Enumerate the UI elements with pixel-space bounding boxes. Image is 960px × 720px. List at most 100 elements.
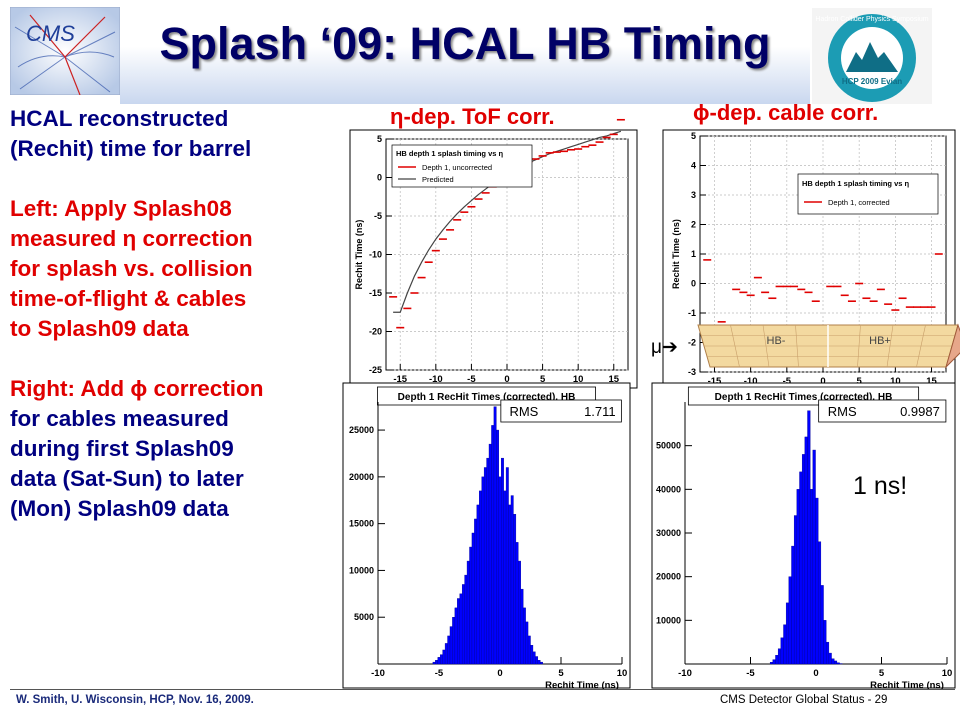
text-line: for splash vs. collision [10,256,253,281]
x-tick-label: 10 [942,668,953,679]
legend-label: Depth 1, corrected [828,198,890,207]
histogram-bar [801,454,806,665]
histogram-bar [815,497,819,665]
histogram-bar [525,621,529,665]
histogram-bar [780,637,784,665]
stats-value: 1.711 [584,404,616,419]
histogram-bar [785,602,790,665]
histogram-bar [820,585,824,665]
y-tick-label: 25000 [349,425,374,435]
chart-title: HB depth 1 splash timing vs η [396,149,504,158]
histogram-bar [457,598,460,665]
histogram-bar [444,643,448,665]
hb-minus-label: HB- [767,335,786,347]
y-tick-label: 20000 [349,472,374,482]
histogram-bar [518,560,521,665]
x-tick-label: 15 [926,376,937,387]
histogram-bar [469,546,473,665]
histogram-bar [520,588,524,665]
histogram-bar [503,490,507,665]
stats-label: RMS [509,404,538,419]
x-tick-label: -10 [744,376,758,387]
y-tick-label: 20000 [656,572,681,582]
x-tick-label: 0 [820,376,825,387]
x-tick-label: -5 [783,376,792,387]
histogram-bar [471,532,475,665]
footer-divider [10,689,955,690]
stats-box [818,399,947,423]
x-tick-label: -15 [708,376,722,387]
histogram-bar [464,574,468,665]
text-line: Right: Add ϕ correction [10,376,264,401]
histogram-bar [488,443,492,665]
histogram-bar [476,504,480,665]
histogram-bar [769,662,774,665]
histogram-bar [449,626,453,665]
left-text-block: HCAL reconstructed (Rechit) time for barr… [10,104,365,524]
histogram-bar [481,476,485,665]
hcp-logo-ring: Hadron Collider Physics Symposium [815,16,928,23]
text-line: time-of-flight & cables [10,286,247,311]
histogram-bar [775,655,779,665]
histogram-bar [823,620,827,665]
y-tick-label: 0 [691,279,696,289]
histogram-bar [807,410,811,665]
y-tick-label: 0 [377,173,382,183]
histogram-bar [791,545,795,665]
legend-box [391,144,533,188]
phi-correction-label: ϕ-dep. cable corr. [693,100,879,125]
y-tick-label: 40000 [656,484,681,494]
y-tick-label: 4 [691,161,696,171]
x-tick-label: -5 [746,668,755,679]
histogram-bar [466,560,470,665]
histogram-bar [440,654,443,665]
x-axis-label: Rechit Time (ns) [545,680,619,691]
histogram-bar [540,661,543,665]
x-tick-label: 5 [879,668,885,679]
x-tick-label: -5 [467,374,476,385]
histogram-bar [825,641,830,665]
text-line: HCAL reconstructed [10,106,229,131]
histogram-title: Depth 1 RecHit Times (corrected), HB [398,392,576,403]
y-tick-label: -25 [369,365,382,375]
y-tick-label: 30000 [656,528,681,538]
histogram-bar [454,607,458,665]
eta-correction-label: η-dep. ToF corr. [390,104,555,129]
histogram-bar [804,436,808,665]
x-tick-label: 0 [504,374,509,385]
y-tick-label: -10 [369,250,382,260]
histogram-bar [493,406,497,665]
x-tick-label: 10 [890,376,901,387]
histogram-bar [479,490,482,665]
y-tick-label: 5 [377,134,382,144]
x-tick-label: -10 [371,668,385,679]
histogram-bar [501,457,504,665]
y-axis-label: Rechit Time (ns) [354,220,364,290]
histogram-bar [836,662,840,665]
cms-logo-text: CMS [26,21,75,46]
cms-logo: CMS [9,6,121,96]
text-line: for cables measured [10,406,229,431]
histogram-bar [772,659,776,665]
y-axis-label: Rechit Time (ns) [671,219,681,289]
title-band [120,8,810,104]
histogram-bar [505,467,509,665]
histogram-bar [828,652,832,665]
x-tick-label: 0 [813,668,818,679]
y-tick-label: 5000 [354,612,374,622]
histogram-bar [796,489,800,665]
histogram-bar [435,660,438,665]
footer-page: CMS Detector Global Status - 29 [720,694,888,706]
histogram-bar [831,658,835,665]
legend-box [797,173,939,215]
x-tick-label: 10 [617,668,628,679]
stats-value: 0.9987 [900,404,940,419]
histogram-bar [508,504,512,665]
histogram-bar [535,656,539,665]
histogram-bar [799,471,803,665]
y-tick-label: -15 [369,288,382,298]
y-tick-label: 50000 [656,441,681,451]
x-tick-label: 5 [857,376,863,387]
y-tick-label: -5 [374,211,382,221]
chart-title: HB depth 1 splash timing vs η [802,179,910,188]
